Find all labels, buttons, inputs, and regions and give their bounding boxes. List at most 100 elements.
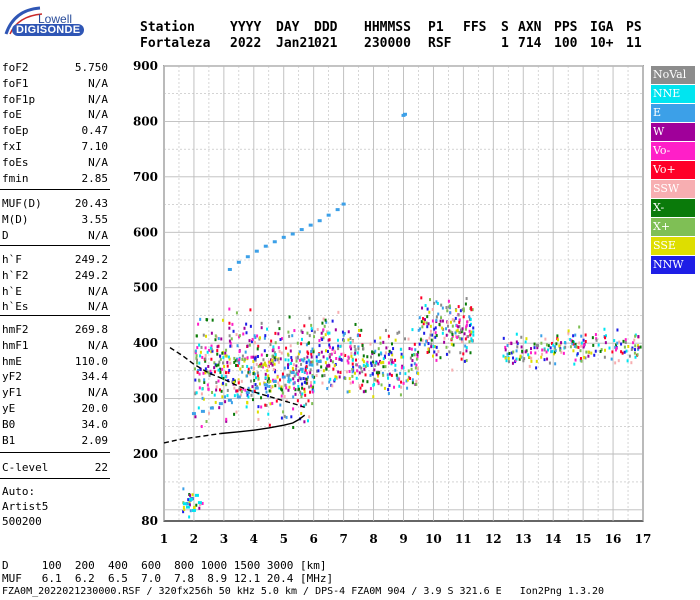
echo-point — [445, 333, 448, 337]
echo-point — [206, 383, 209, 387]
echo-point — [310, 323, 313, 327]
echo-point — [414, 348, 417, 352]
echo-point — [356, 351, 359, 355]
echo-point — [411, 378, 414, 382]
echo-point — [379, 359, 382, 363]
echo-point — [253, 389, 256, 393]
legend-item: NNW — [651, 256, 695, 274]
echo-point — [311, 375, 314, 379]
param-value: 22 — [94, 461, 108, 474]
echo-point — [510, 342, 513, 346]
echo-point — [445, 327, 448, 331]
echo-point — [382, 360, 385, 364]
echo-point — [445, 306, 448, 310]
echo-point — [418, 342, 421, 346]
echo-point — [303, 357, 306, 361]
echo-point — [280, 387, 283, 391]
echo-point — [440, 316, 443, 320]
echo-point — [250, 340, 253, 344]
echo-point — [348, 369, 351, 373]
echo-point — [455, 329, 458, 333]
param-name: yE — [2, 402, 16, 415]
echo-point — [447, 299, 450, 303]
legend-item: Vo- — [651, 142, 695, 160]
echo-point — [572, 340, 575, 344]
echo-point — [246, 364, 249, 368]
echo-point — [328, 331, 331, 335]
echo-point — [459, 328, 462, 332]
header-label: FFS — [463, 20, 487, 35]
echo-point — [544, 337, 547, 341]
echo-point — [313, 380, 316, 384]
echo-point — [396, 331, 399, 335]
echo-point — [300, 411, 303, 415]
echo-point — [288, 334, 291, 338]
echo-point — [208, 411, 211, 415]
echo-point — [362, 363, 365, 367]
echo-point — [587, 350, 590, 354]
echo-point — [210, 331, 213, 335]
series-point — [308, 363, 313, 367]
echo-point — [361, 383, 364, 387]
param-value: 110.0 — [74, 354, 108, 368]
echo-point — [374, 363, 377, 367]
profile-curve — [163, 432, 221, 444]
param-value: N/A — [88, 92, 108, 106]
echo-point — [450, 342, 453, 346]
echo-point — [614, 361, 617, 365]
echo-point — [435, 334, 438, 338]
echo-point — [449, 330, 452, 334]
echo-point — [604, 334, 607, 338]
echo-point — [505, 359, 508, 363]
echo-point — [220, 337, 223, 341]
echo-point — [469, 333, 472, 337]
echo-point — [226, 394, 229, 398]
echo-point — [455, 334, 458, 338]
echo-point — [332, 367, 335, 371]
echo-point — [271, 385, 274, 389]
series-point — [236, 395, 241, 399]
echo-point — [200, 392, 203, 396]
echo-point — [453, 319, 456, 323]
param-name: hmF1 — [2, 338, 29, 352]
echo-point — [208, 374, 211, 378]
echo-point — [381, 371, 384, 375]
echo-point — [426, 315, 429, 319]
echo-point — [580, 359, 583, 363]
echo-point — [224, 400, 227, 404]
echo-point — [324, 318, 327, 322]
echo-point — [225, 371, 228, 375]
echo-point — [357, 347, 360, 351]
echo-point — [511, 361, 514, 365]
param-name: foEs — [2, 155, 29, 169]
echo-point — [554, 362, 557, 366]
echo-point — [528, 364, 531, 368]
echo-point — [569, 337, 572, 341]
echo-point — [604, 348, 607, 352]
echo-point — [579, 349, 582, 353]
echo-point — [361, 358, 364, 362]
echo-point — [331, 319, 334, 323]
echo-point — [347, 338, 350, 342]
echo-point — [380, 361, 383, 365]
echo-point — [559, 348, 562, 352]
header-value: 10+ — [590, 36, 614, 51]
echo-point — [244, 388, 247, 392]
header-label: P1 — [428, 20, 444, 35]
echo-point — [326, 357, 329, 361]
echo-point — [340, 358, 343, 362]
echo-point — [217, 379, 220, 383]
echo-point — [350, 351, 353, 355]
echo-point — [254, 383, 257, 387]
param-name: foF1p — [2, 92, 36, 106]
param-row: foF1p N/A — [2, 92, 108, 107]
echo-point — [221, 381, 224, 385]
echo-point — [215, 385, 218, 389]
echo-point — [416, 354, 419, 358]
y-tick-label: 400 — [133, 336, 158, 350]
echo-point — [429, 298, 432, 302]
echo-point — [331, 360, 334, 364]
echo-point — [546, 357, 549, 361]
param-name: B0 — [2, 417, 16, 431]
echo-point — [440, 303, 443, 307]
